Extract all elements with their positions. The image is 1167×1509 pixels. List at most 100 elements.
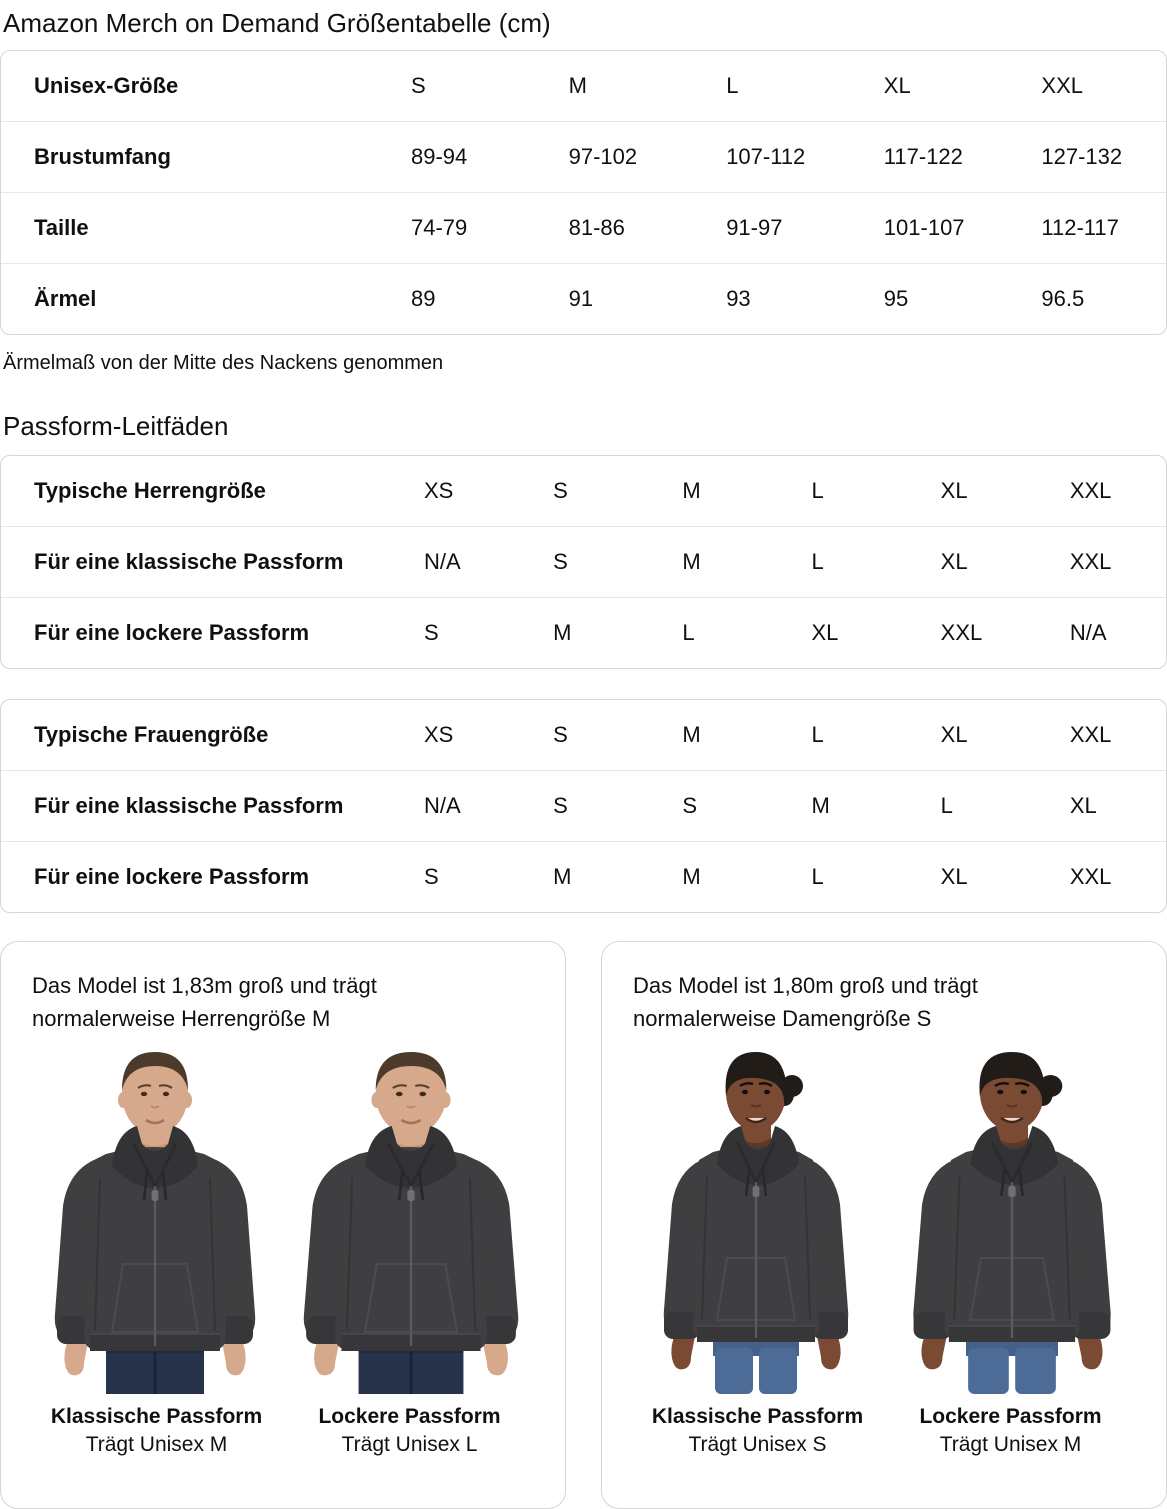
table-cell: 91: [568, 286, 594, 311]
female-model-description: Das Model ist 1,80m groß und trägt norma…: [633, 973, 978, 1031]
table-cell: 95: [883, 286, 909, 311]
table-cell: N/A: [424, 549, 461, 574]
table-cell: 97-102: [568, 144, 638, 169]
table-cell: XXL: [1069, 864, 1112, 889]
fit-name: Klassische Passform: [50, 1405, 263, 1428]
photo-caption: Lockere Passform Trägt Unisex M: [884, 1403, 1137, 1459]
table-cell: XXL: [940, 620, 983, 645]
fit-name: Lockere Passform: [919, 1405, 1102, 1428]
fit-size: Trägt Unisex M: [85, 1433, 228, 1456]
table-cell: S: [424, 620, 439, 645]
table-cell: 74-79: [411, 215, 468, 240]
table-row: Brustumfang 89-94 97-102 107-112 117-122 127-…: [1, 121, 1166, 192]
page-title: Amazon Merch on Demand Größentabelle (cm…: [3, 8, 551, 38]
size-chart-page: Amazon Merch on Demand Größentabelle (cm…: [0, 8, 1167, 1509]
table-row: Für eine klassische Passform N/A S S M L XL: [1, 770, 1166, 841]
table-cell: XL: [940, 549, 968, 574]
table-cell: XS: [424, 722, 454, 747]
table-cell: XL: [940, 864, 968, 889]
row-label: Typische Herrengröße: [34, 478, 266, 503]
fit-size: Trägt Unisex S: [688, 1433, 827, 1456]
table-cell: 101-107: [883, 215, 965, 240]
table-cell: S: [424, 864, 439, 889]
fit-size: Trägt Unisex M: [939, 1433, 1082, 1456]
table-cell: M: [682, 722, 701, 747]
male-loose-fit-photo: [277, 1048, 545, 1394]
table-cell: XXL: [1069, 549, 1112, 574]
table-cell: N/A: [1069, 620, 1107, 645]
table-cell: M: [682, 864, 701, 889]
table-cell: XL: [1069, 793, 1097, 818]
table-cell: 89-94: [411, 144, 468, 169]
row-label: Typische Frauengröße: [34, 722, 269, 747]
table-cell: L: [811, 549, 824, 574]
table-cell: S: [553, 793, 568, 818]
table-cell: L: [726, 73, 739, 98]
table-cell: L: [811, 478, 824, 503]
table-cell: M: [682, 478, 701, 503]
table-cell: 93: [726, 286, 751, 311]
table-cell: S: [553, 478, 568, 503]
female-classic-fit-photo: [631, 1048, 881, 1394]
row-label: Für eine lockere Passform: [34, 620, 310, 645]
table-cell: 91-97: [726, 215, 783, 240]
table-cell: N/A: [424, 793, 461, 818]
table-row: Für eine lockere Passform S M L XL XXL N/A: [1, 597, 1166, 668]
row-label: Für eine lockere Passform: [34, 864, 310, 889]
table-cell: L: [811, 864, 824, 889]
fit-name: Lockere Passform: [318, 1405, 501, 1428]
table-cell: L: [682, 620, 695, 645]
photo-caption: Klassische Passform Trägt Unisex M: [30, 1403, 283, 1459]
table-cell: XXL: [1041, 73, 1083, 98]
unisex-size-table: Unisex-Größe S M L XL XXL Brustumfang 89-94 97-1…: [0, 50, 1167, 335]
male-model-photos: [28, 1048, 538, 1394]
female-model-card: Das Model ist 1,80m groß und trägt norma…: [601, 941, 1167, 1509]
sleeve-measure-note: Ärmelmaß von der Mitte des Nackens genom…: [3, 352, 444, 374]
row-label: Taille: [34, 215, 89, 240]
fit-name: Klassische Passform: [651, 1405, 864, 1428]
table-cell: XL: [940, 478, 968, 503]
male-classic-fit-photo: [30, 1048, 280, 1394]
table-row: Taille 74-79 81-86 91-97 101-107 112-117: [1, 192, 1166, 263]
table-cell: 89: [411, 286, 436, 311]
womens-fit-table: Typische Frauengröße XS S M L XL XXL Für eine k…: [0, 699, 1167, 913]
table-cell: 81-86: [568, 215, 625, 240]
table-cell: S: [411, 73, 426, 98]
table-cell: M: [682, 549, 701, 574]
table-cell: M: [568, 73, 587, 98]
table-cell: XL: [883, 73, 911, 98]
female-photo-captions: Klassische Passform Trägt Unisex S Locke…: [629, 1403, 1139, 1459]
table-cell: XS: [424, 478, 454, 503]
table-cell: M: [811, 793, 830, 818]
table-cell: 112-117: [1041, 215, 1119, 240]
table-cell: L: [811, 722, 824, 747]
female-model-photos: [629, 1048, 1139, 1394]
photo-caption: Lockere Passform Trägt Unisex L: [283, 1403, 536, 1459]
row-label: Für eine klassische Passform: [34, 549, 344, 574]
table-cell: S: [553, 549, 568, 574]
row-label: Unisex-Größe: [34, 73, 179, 98]
mens-fit-table: Typische Herrengröße XS S M L XL XXL Für eine k…: [0, 455, 1167, 669]
table-cell: 96.5: [1041, 286, 1085, 311]
row-label: Für eine klassische Passform: [34, 793, 344, 818]
male-model-card: Das Model ist 1,83m groß und trägt norma…: [0, 941, 566, 1509]
male-photo-captions: Klassische Passform Trägt Unisex M Locke…: [28, 1403, 538, 1459]
female-loose-fit-photo: [878, 1048, 1146, 1394]
male-model-description: Das Model ist 1,83m groß und trägt norma…: [32, 973, 377, 1031]
table-row: Typische Frauengröße XS S M L XL XXL: [1, 700, 1166, 770]
table-row: Unisex-Größe S M L XL XXL: [1, 51, 1166, 121]
photo-caption: Klassische Passform Trägt Unisex S: [631, 1403, 884, 1459]
table-row: Typische Herrengröße XS S M L XL XXL: [1, 456, 1166, 526]
table-cell: XL: [940, 722, 968, 747]
row-label: Ärmel: [34, 286, 97, 311]
table-cell: XL: [811, 620, 839, 645]
fit-size: Trägt Unisex L: [341, 1433, 478, 1456]
table-cell: XXL: [1069, 478, 1112, 503]
model-cards: Das Model ist 1,83m groß und trägt norma…: [0, 941, 1167, 1509]
table-cell: 117-122: [883, 144, 963, 169]
table-cell: S: [682, 793, 698, 818]
table-row: Für eine lockere Passform S M M L XL XXL: [1, 841, 1166, 912]
table-cell: L: [940, 793, 953, 818]
table-row: Für eine klassische Passform N/A S M L XL XXL: [1, 526, 1166, 597]
row-label: Brustumfang: [34, 144, 171, 169]
